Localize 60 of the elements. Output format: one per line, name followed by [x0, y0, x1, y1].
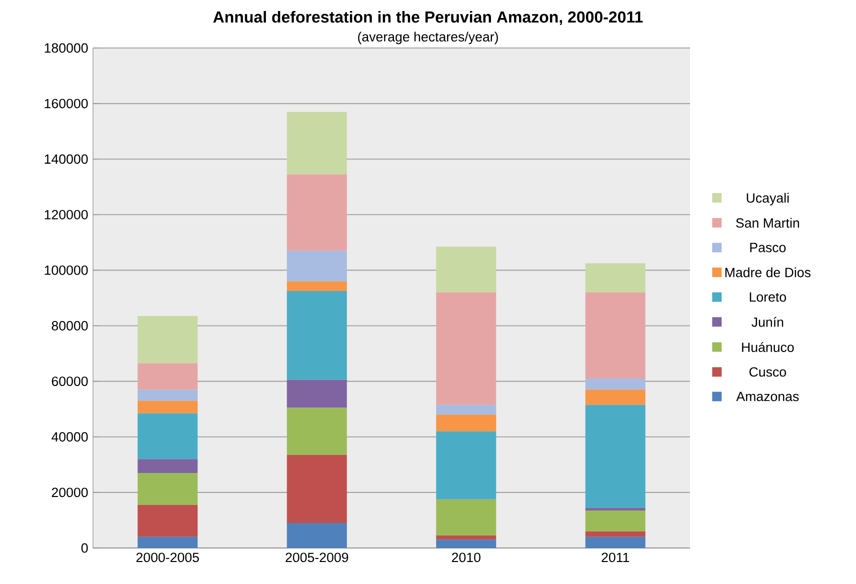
- y-tick-label: 100000: [44, 265, 88, 275]
- bar: [436, 540, 496, 548]
- bar: [138, 316, 198, 364]
- bar: [585, 531, 646, 537]
- bar: [138, 363, 198, 390]
- chart-title: Annual deforestation in the Peruvian Amazon, 2000-2011: [213, 10, 643, 26]
- bar: [138, 472, 198, 505]
- bar: [585, 508, 646, 510]
- y-tick-label: 160000: [44, 98, 88, 108]
- bar: [286, 380, 347, 408]
- legend-label: Cusco: [749, 367, 786, 377]
- bar: [585, 404, 646, 508]
- bar: [286, 174, 347, 251]
- bar: [585, 536, 646, 548]
- legend-label: Junín: [752, 316, 784, 327]
- bar: [286, 112, 347, 174]
- x-tick-label: 2010: [452, 552, 480, 562]
- legend-label: Ucayali: [746, 192, 789, 206]
- bar: [585, 292, 646, 379]
- bar: [286, 408, 347, 455]
- legend-label: San Martin: [736, 218, 800, 228]
- y-tick-label: 60000: [52, 376, 88, 386]
- bar: [138, 390, 198, 401]
- bar: [436, 246, 496, 292]
- bar: [286, 281, 347, 292]
- bar: [585, 510, 646, 532]
- legend-label: Loreto: [750, 292, 786, 302]
- bar: [138, 504, 198, 537]
- bar: [436, 404, 496, 415]
- bar: [436, 535, 496, 540]
- bar: [585, 390, 646, 405]
- bar: [286, 454, 347, 523]
- bar: [286, 250, 347, 282]
- y-tick-label: 40000: [52, 432, 88, 442]
- bar: [436, 414, 496, 432]
- chart-subtitle: (average hectares/year): [358, 32, 498, 44]
- y-tick-label: 140000: [44, 154, 88, 164]
- bar: [286, 291, 347, 380]
- bar: [138, 413, 198, 460]
- legend-label: Pasco: [750, 242, 786, 252]
- bar: [585, 378, 646, 390]
- legend-label: Huánuco: [742, 342, 794, 352]
- legend-label: Amazonas: [736, 392, 799, 402]
- bar: [436, 499, 496, 536]
- bar: [286, 522, 347, 548]
- y-tick-label: 80000: [52, 321, 88, 330]
- bar: [436, 292, 496, 405]
- x-tick-label: 2005-2009: [286, 552, 348, 562]
- y-tick-label: 120000: [44, 210, 88, 220]
- y-tick-label: 20000: [52, 488, 88, 498]
- bar: [138, 459, 198, 473]
- bar: [585, 263, 646, 292]
- legend-label: Madre de Dios: [725, 267, 811, 278]
- bar: [138, 400, 198, 414]
- x-tick-label: 2011: [602, 552, 630, 562]
- y-tick-label: 180000: [44, 43, 88, 53]
- x-tick-label: 2000-2005: [136, 552, 199, 562]
- bar: [138, 536, 198, 548]
- y-tick-label: 0: [81, 543, 88, 553]
- bar: [436, 431, 496, 500]
